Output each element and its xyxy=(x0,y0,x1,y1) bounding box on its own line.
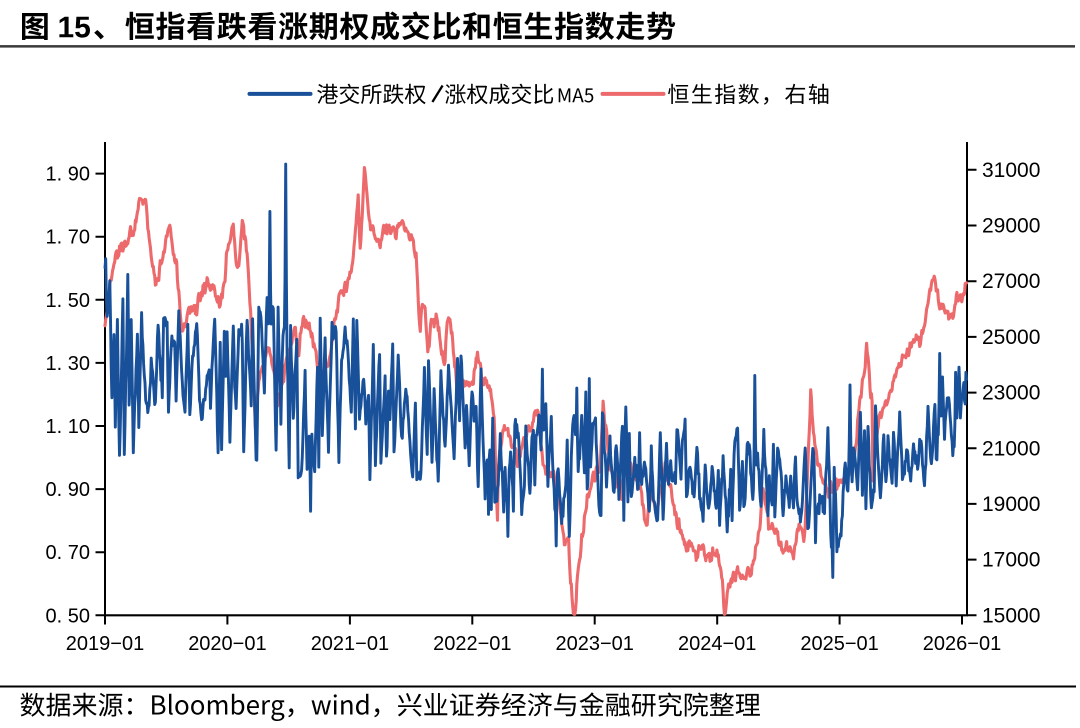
svg-text:2023−01: 2023−01 xyxy=(555,633,633,655)
svg-text:23000: 23000 xyxy=(982,382,1040,405)
svg-text:0. 90: 0. 90 xyxy=(46,479,90,501)
svg-text:2024−01: 2024−01 xyxy=(678,633,756,655)
svg-text:15000: 15000 xyxy=(982,604,1040,627)
svg-text:1. 50: 1. 50 xyxy=(46,290,90,312)
svg-text:17000: 17000 xyxy=(982,549,1040,572)
svg-text:0. 70: 0. 70 xyxy=(46,542,90,564)
svg-text:1. 30: 1. 30 xyxy=(46,353,90,375)
svg-text:2021−01: 2021−01 xyxy=(311,633,389,655)
svg-text:25000: 25000 xyxy=(982,326,1040,349)
svg-text:2022−01: 2022−01 xyxy=(433,633,511,655)
svg-text:0. 50: 0. 50 xyxy=(46,605,90,627)
svg-text:1. 90: 1. 90 xyxy=(46,164,90,186)
svg-text:29000: 29000 xyxy=(982,215,1040,238)
svg-text:31000: 31000 xyxy=(982,159,1040,182)
svg-text:1. 70: 1. 70 xyxy=(46,227,90,249)
svg-text:2020−01: 2020−01 xyxy=(188,633,266,655)
svg-text:19000: 19000 xyxy=(982,493,1040,516)
svg-text:21000: 21000 xyxy=(982,437,1040,460)
svg-text:2025−01: 2025−01 xyxy=(800,633,878,655)
svg-text:1. 10: 1. 10 xyxy=(46,416,90,438)
svg-text:27000: 27000 xyxy=(982,270,1040,293)
svg-text:2026−01: 2026−01 xyxy=(923,633,1001,655)
svg-text:2019−01: 2019−01 xyxy=(66,633,144,655)
